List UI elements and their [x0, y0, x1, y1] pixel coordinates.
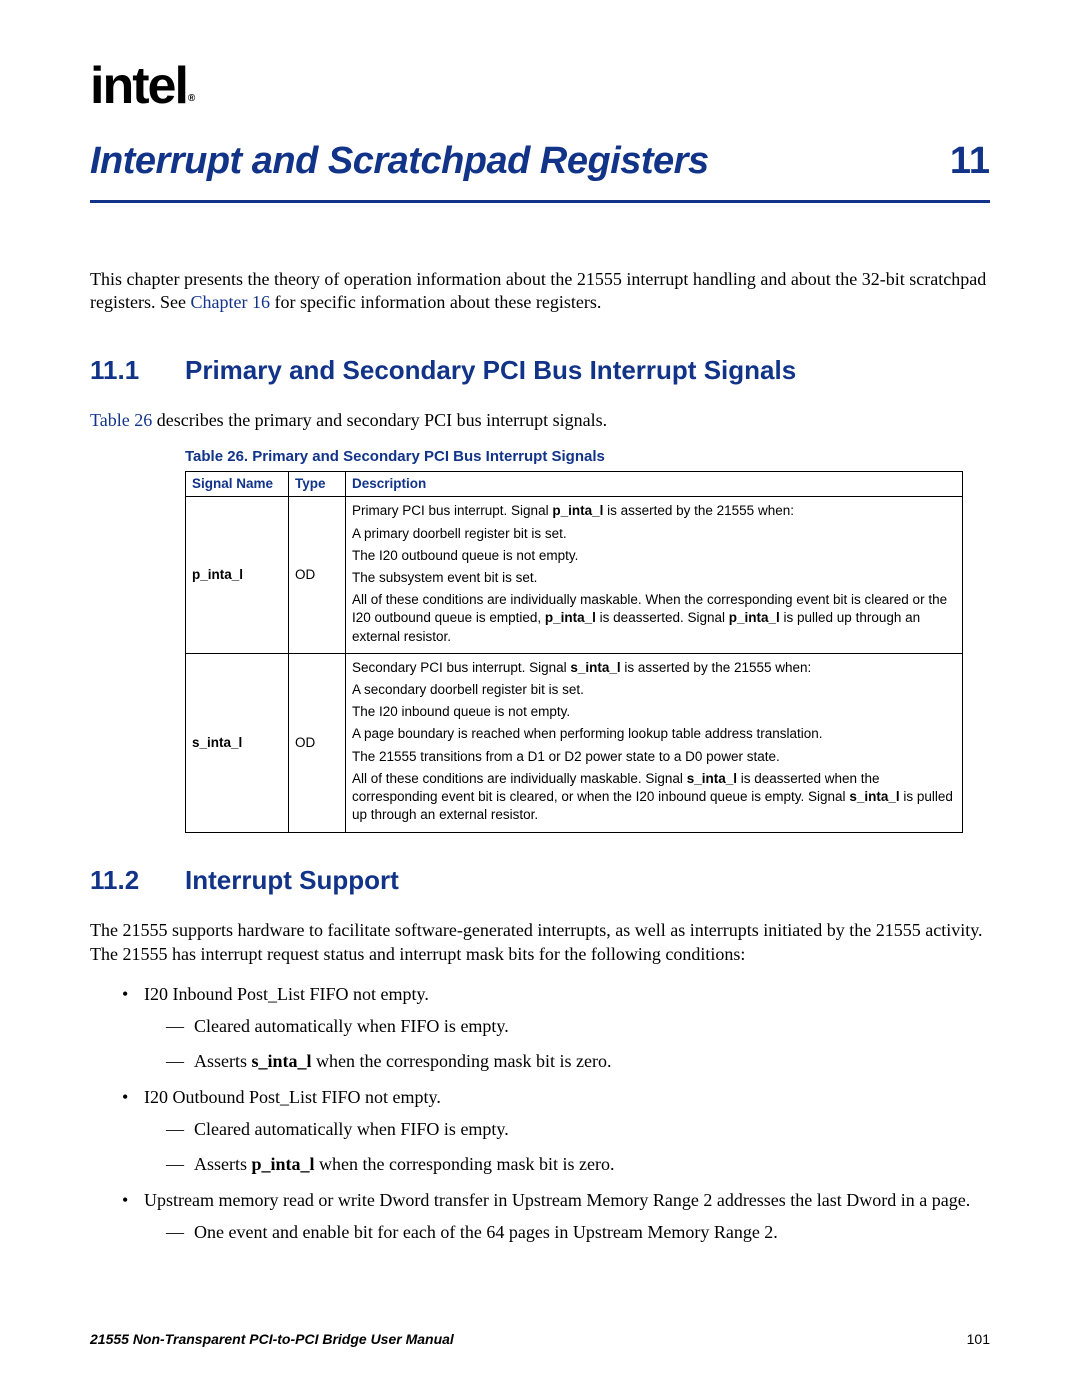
- sub-text: when the corresponding mask bit is zero.: [312, 1051, 612, 1071]
- bullet-text: I20 Inbound Post_List FIFO not empty.: [144, 984, 429, 1004]
- page-number: 101: [967, 1331, 990, 1347]
- desc-text: The subsystem event bit is set.: [352, 569, 956, 587]
- section1-lead: Table 26 describes the primary and secon…: [90, 408, 990, 432]
- desc-text: A page boundary is reached when performi…: [352, 725, 956, 743]
- sub-text: Cleared automatically when FIFO is empty…: [194, 1119, 509, 1139]
- sub-item: Cleared automatically when FIFO is empty…: [166, 1014, 990, 1038]
- chapter-intro: This chapter presents the theory of oper…: [90, 268, 990, 315]
- sub-text: Cleared automatically when FIFO is empty…: [194, 1016, 509, 1036]
- table-26-link[interactable]: Table 26: [90, 410, 152, 430]
- sub-item: Asserts p_inta_l when the corresponding …: [166, 1152, 990, 1176]
- desc-bold: p_inta_l: [545, 610, 596, 625]
- desc-text: A primary doorbell register bit is set.: [352, 525, 956, 543]
- sub-item: One event and enable bit for each of the…: [166, 1220, 990, 1244]
- section-num: 11.1: [90, 355, 185, 386]
- page: intel® Interrupt and Scratchpad Register…: [0, 0, 1080, 1397]
- bullet-text: Upstream memory read or write Dword tran…: [144, 1190, 970, 1210]
- th-desc: Description: [346, 472, 963, 497]
- section-title: Primary and Secondary PCI Bus Interrupt …: [185, 355, 796, 386]
- intro-post: for specific information about these reg…: [270, 292, 601, 312]
- sub-list: Cleared automatically when FIFO is empty…: [166, 1014, 990, 1073]
- intro-chapter-link[interactable]: Chapter 16: [190, 292, 269, 312]
- sub-bold: p_inta_l: [252, 1154, 315, 1174]
- table-26-caption: Table 26. Primary and Secondary PCI Bus …: [185, 448, 990, 465]
- section2-para: The 21555 supports hardware to facilitat…: [90, 918, 990, 967]
- desc-bold: s_inta_l: [849, 789, 899, 804]
- list-item: Upstream memory read or write Dword tran…: [122, 1188, 990, 1245]
- cell-desc: Secondary PCI bus interrupt. Signal s_in…: [346, 653, 963, 832]
- cell-type: OD: [289, 653, 346, 832]
- bullet-text: I20 Outbound Post_List FIFO not empty.: [144, 1087, 441, 1107]
- desc-text: A secondary doorbell register bit is set…: [352, 681, 956, 699]
- desc-text: is deasserted. Signal: [596, 610, 729, 625]
- desc-text: Primary PCI bus interrupt. Signal: [352, 503, 552, 518]
- sub-item: Cleared automatically when FIFO is empty…: [166, 1117, 990, 1141]
- th-type: Type: [289, 472, 346, 497]
- desc-text: All of these conditions are individually…: [352, 771, 687, 786]
- th-signal: Signal Name: [186, 472, 289, 497]
- signal-table: Signal Name Type Description p_inta_l OD…: [185, 471, 963, 833]
- list-item: I20 Inbound Post_List FIFO not empty. Cl…: [122, 982, 990, 1073]
- cell-desc: Primary PCI bus interrupt. Signal p_inta…: [346, 497, 963, 654]
- section-11-1-header: 11.1 Primary and Secondary PCI Bus Inter…: [90, 355, 990, 386]
- table-header-row: Signal Name Type Description: [186, 472, 963, 497]
- chapter-number: 11: [950, 140, 990, 183]
- footer-title: 21555 Non-Transparent PCI-to-PCI Bridge …: [90, 1331, 454, 1347]
- desc-bold: s_inta_l: [687, 771, 737, 786]
- logo-text: intel: [90, 57, 187, 115]
- section-title: Interrupt Support: [185, 865, 399, 896]
- section-11-2-header: 11.2 Interrupt Support: [90, 865, 990, 896]
- sub-list: Cleared automatically when FIFO is empty…: [166, 1117, 990, 1176]
- sub-text: Asserts: [194, 1051, 252, 1071]
- page-footer: 21555 Non-Transparent PCI-to-PCI Bridge …: [90, 1331, 990, 1347]
- logo-reg: ®: [188, 93, 193, 104]
- cell-signal: p_inta_l: [186, 497, 289, 654]
- sub-item: Asserts s_inta_l when the corresponding …: [166, 1049, 990, 1073]
- section1-lead-text: describes the primary and secondary PCI …: [152, 410, 607, 430]
- intel-logo: intel®: [90, 60, 990, 112]
- desc-bold: s_inta_l: [570, 660, 620, 675]
- desc-text: Secondary PCI bus interrupt. Signal: [352, 660, 570, 675]
- desc-bold: p_inta_l: [729, 610, 780, 625]
- desc-text: The 21555 transitions from a D1 or D2 po…: [352, 748, 956, 766]
- desc-bold: p_inta_l: [552, 503, 603, 518]
- table-row: s_inta_l OD Secondary PCI bus interrupt.…: [186, 653, 963, 832]
- sub-text: One event and enable bit for each of the…: [194, 1222, 778, 1242]
- section-num: 11.2: [90, 865, 185, 896]
- sub-bold: s_inta_l: [252, 1051, 312, 1071]
- desc-text: is asserted by the 21555 when:: [621, 660, 812, 675]
- chapter-header: Interrupt and Scratchpad Registers 11: [90, 140, 990, 203]
- list-item: I20 Outbound Post_List FIFO not empty. C…: [122, 1085, 990, 1176]
- sub-text: when the corresponding mask bit is zero.: [315, 1154, 615, 1174]
- cell-signal: s_inta_l: [186, 653, 289, 832]
- bullet-list: I20 Inbound Post_List FIFO not empty. Cl…: [122, 982, 990, 1244]
- sub-list: One event and enable bit for each of the…: [166, 1220, 990, 1244]
- sub-text: Asserts: [194, 1154, 252, 1174]
- desc-text: is asserted by the 21555 when:: [603, 503, 794, 518]
- cell-type: OD: [289, 497, 346, 654]
- chapter-title: Interrupt and Scratchpad Registers: [90, 140, 709, 183]
- table-row: p_inta_l OD Primary PCI bus interrupt. S…: [186, 497, 963, 654]
- desc-text: The I20 inbound queue is not empty.: [352, 703, 956, 721]
- desc-text: The I20 outbound queue is not empty.: [352, 547, 956, 565]
